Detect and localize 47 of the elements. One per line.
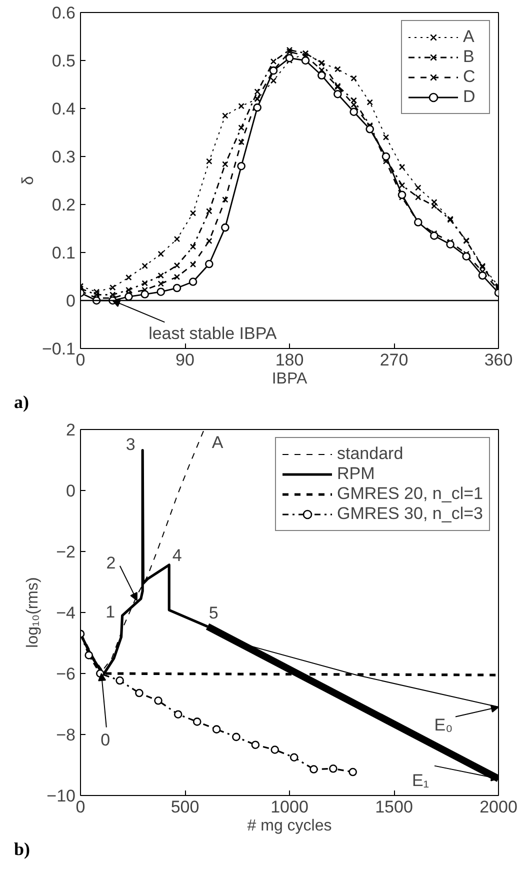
annotation: 3 [126, 435, 136, 454]
x-tick-label: 90 [176, 350, 194, 370]
legend-label: A [463, 27, 476, 47]
text: b) [14, 838, 30, 861]
x-tick-label: 1500 [375, 798, 413, 816]
y-tick-label: 0.1 [52, 244, 76, 262]
x-axis-title: IBPA [272, 370, 308, 388]
y-tick-label: −8 [56, 726, 76, 744]
y-tick-label: 0.6 [52, 4, 76, 22]
annotation: A [212, 433, 224, 452]
legend-label: C [463, 67, 476, 87]
text: a) [14, 391, 29, 414]
x-tick-label: 2000 [480, 798, 518, 816]
y-tick-label: 0.4 [52, 100, 76, 118]
y-tick-label: −4 [56, 604, 76, 622]
legend-label: RPM [337, 464, 375, 484]
x-tick-label: 1000 [270, 798, 308, 816]
y-tick-label: 0.5 [52, 52, 76, 70]
y-tick-label: 0.3 [52, 148, 76, 166]
legend-label: standard [337, 444, 404, 464]
annotation: E₀ [434, 716, 453, 735]
y-axis-title: log₁₀(rms) [24, 577, 42, 648]
legend-label: GMRES 20, n_cl=1 [337, 484, 483, 504]
annotation: 5 [208, 604, 218, 623]
annotation: 0 [100, 730, 110, 750]
y-tick-label: −2 [56, 542, 76, 562]
y-tick-label: 0 [66, 292, 76, 310]
annotation: 4 [172, 546, 182, 565]
y-tick-label: −10 [46, 786, 76, 806]
annotation: E₁ [412, 771, 430, 790]
y-axis-title: δ [20, 176, 37, 185]
legend-label: B [463, 47, 476, 67]
annotation: 1 [106, 602, 116, 622]
x-axis-title: # mg cycles [247, 818, 332, 834]
x-tick-label: 180 [275, 350, 304, 370]
x-tick-label: 360 [484, 350, 513, 370]
y-tick-label: −6 [56, 664, 76, 684]
annotation: 2 [106, 553, 116, 572]
x-tick-label: 500 [170, 798, 200, 816]
y-tick-label: 2 [66, 420, 76, 440]
y-tick-label: −0.1 [42, 340, 76, 358]
legend-label: GMRES 30, n_cl=3 [337, 504, 483, 524]
annotation: least stable IBPA [148, 324, 278, 343]
y-tick-label: 0 [66, 482, 76, 500]
y-tick-label: 0.2 [52, 196, 76, 214]
x-tick-label: 270 [380, 350, 408, 370]
legend-label: D [463, 87, 476, 107]
